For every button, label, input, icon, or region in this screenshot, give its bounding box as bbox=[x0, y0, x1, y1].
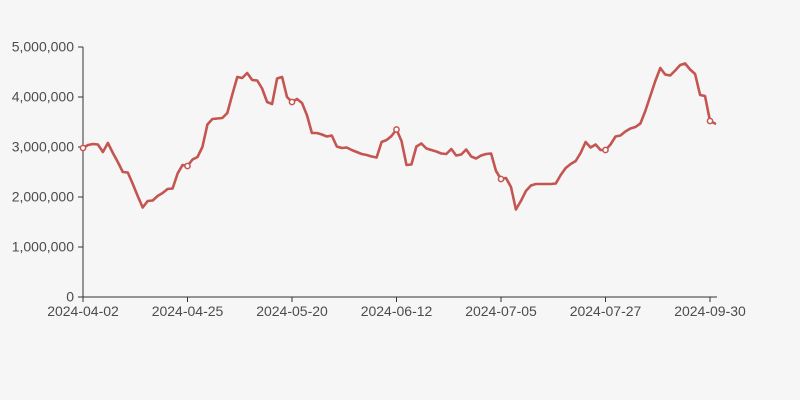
y-axis-label: 5,000,000 bbox=[12, 39, 74, 55]
data-point-marker bbox=[706, 117, 714, 125]
x-axis-label: 2024-07-27 bbox=[570, 303, 642, 319]
y-axis-label: 1,000,000 bbox=[12, 239, 74, 255]
y-axis-label: 4,000,000 bbox=[12, 89, 74, 105]
y-axis-label: 0 bbox=[66, 289, 74, 305]
x-axis-label: 2024-06-12 bbox=[361, 303, 433, 319]
data-point-marker bbox=[602, 146, 609, 154]
y-axis-label: 2,000,000 bbox=[12, 189, 74, 205]
data-point-marker bbox=[288, 98, 296, 106]
data-point-marker bbox=[393, 126, 400, 133]
x-axis-label: 2024-09-30 bbox=[674, 303, 746, 319]
x-axis-label: 2024-04-02 bbox=[47, 303, 119, 319]
y-axis-label: 3,000,000 bbox=[12, 139, 74, 155]
data-point-marker bbox=[79, 144, 87, 152]
data-point-marker bbox=[497, 175, 505, 183]
data-point-marker bbox=[184, 162, 191, 170]
x-axis-label: 2024-04-25 bbox=[152, 303, 224, 319]
x-axis-label: 2024-05-20 bbox=[256, 303, 328, 319]
x-axis-label: 2024-07-05 bbox=[465, 303, 537, 319]
series-line bbox=[81, 62, 717, 211]
